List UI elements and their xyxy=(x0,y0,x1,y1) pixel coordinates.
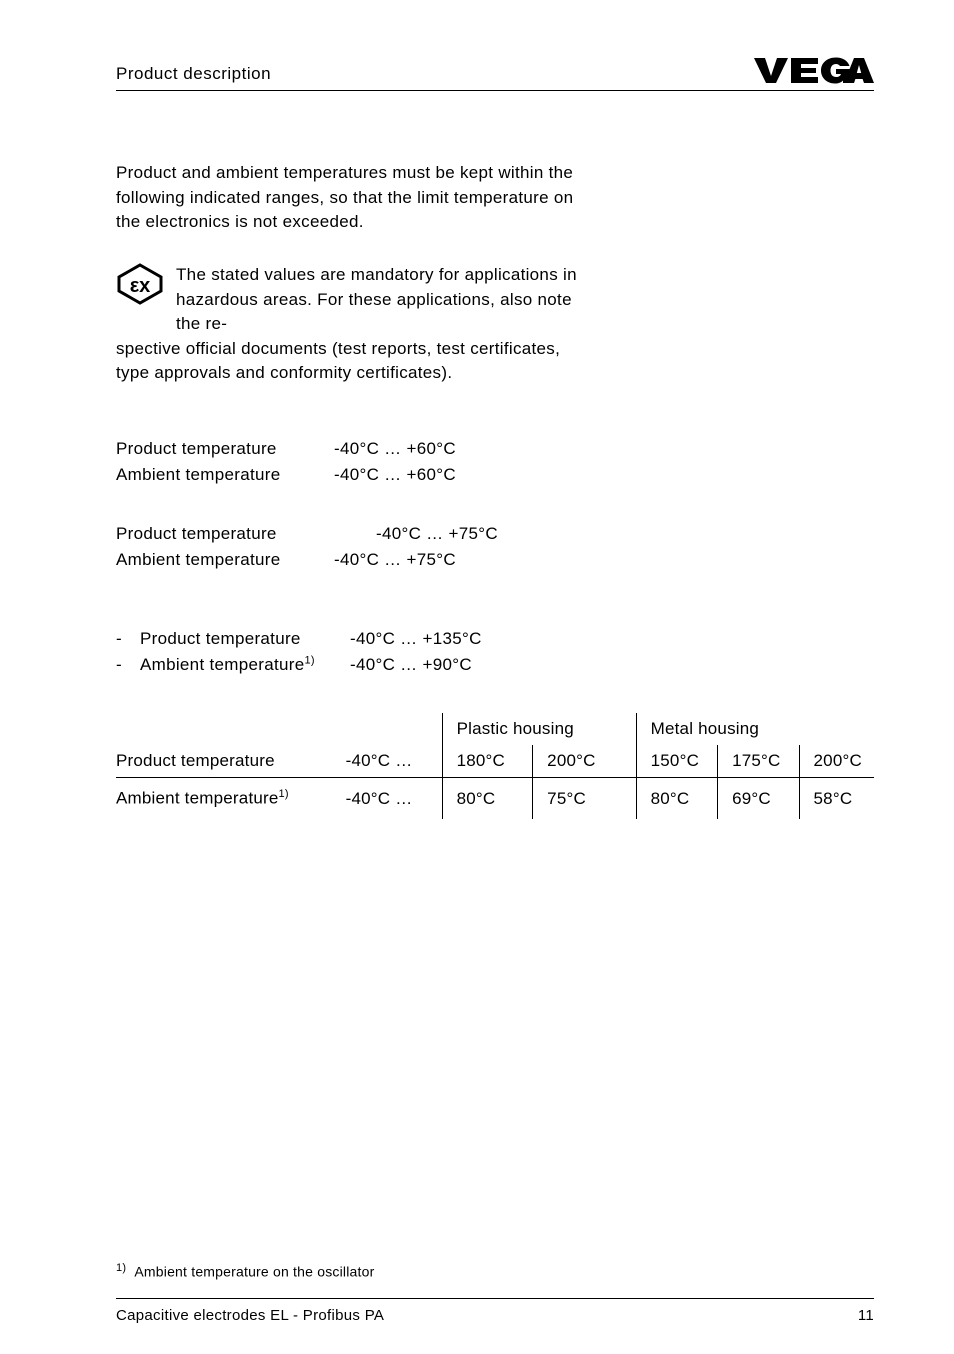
temp-label: Ambient temperature xyxy=(116,462,334,488)
temp-row: Product temperature -40°C … +75°C xyxy=(116,521,874,547)
table-cell: 58°C xyxy=(799,778,874,819)
table-row: Ambient temperature1) -40°C … 80°C 75°C … xyxy=(116,778,874,819)
footnote: 1) Ambient temperature on the oscillator xyxy=(116,1262,374,1280)
table-cell: Ambient temperature1) xyxy=(116,778,346,819)
bullet-dash: - xyxy=(116,626,140,652)
table-cell: 200°C xyxy=(533,745,636,778)
plastic-housing-header: Plastic housing xyxy=(442,713,636,745)
bullet-row: - Product temperature -40°C … +135°C xyxy=(116,626,874,652)
ex-icon: εx xyxy=(116,263,164,310)
bullet-value: -40°C … +90°C xyxy=(350,652,472,678)
temp-block-1: Product temperature -40°C … +60°C Ambien… xyxy=(116,436,874,487)
table-header-row: Plastic housing Metal housing xyxy=(116,713,874,745)
temp-value: -40°C … +60°C xyxy=(334,436,456,462)
temp-label: Product temperature xyxy=(116,436,334,462)
table-cell: Product temperature xyxy=(116,745,346,778)
temp-row: Ambient temperature -40°C … +75°C xyxy=(116,547,874,573)
table-cell: 150°C xyxy=(636,745,717,778)
page-footer: Capacitive electrodes EL - Profibus PA 1… xyxy=(116,1298,874,1324)
temp-block-2: Product temperature -40°C … +75°C Ambien… xyxy=(116,521,874,572)
temp-value: -40°C … +75°C xyxy=(376,521,498,547)
footnote-marker: 1) xyxy=(116,1262,126,1274)
bullet-value: -40°C … +135°C xyxy=(350,626,482,652)
table-cell-text: Ambient temperature xyxy=(116,789,279,808)
bullet-label: Ambient temperature1) xyxy=(140,652,350,678)
table-cell: 69°C xyxy=(718,778,799,819)
table-row: Product temperature -40°C … 180°C 200°C … xyxy=(116,745,874,778)
ex-text-first: The stated values are mandatory for appl… xyxy=(176,263,586,337)
bullet-label: Product temperature xyxy=(140,626,350,652)
temp-row: Ambient temperature -40°C … +60°C xyxy=(116,462,874,488)
page: Product description Product and ambient … xyxy=(0,0,954,1354)
table-cell: 200°C xyxy=(799,745,874,778)
section-title: Product description xyxy=(116,64,271,84)
temp-value: -40°C … +75°C xyxy=(334,547,456,573)
metal-housing-header: Metal housing xyxy=(636,713,874,745)
bullet-block: - Product temperature -40°C … +135°C - A… xyxy=(116,626,874,677)
table-cell: -40°C … xyxy=(346,745,442,778)
vega-logo xyxy=(754,56,874,84)
table-cell: 180°C xyxy=(442,745,533,778)
footnote-ref: 1) xyxy=(279,788,289,800)
bullet-label-text: Ambient temperature xyxy=(140,655,304,674)
ex-text-cont: spective official documents (test report… xyxy=(116,337,586,386)
ex-warning-block: εx The stated values are mandatory for a… xyxy=(116,263,586,337)
table-cell: 80°C xyxy=(442,778,533,819)
table-cell: 75°C xyxy=(533,778,636,819)
temperature-table: Plastic housing Metal housing Product te… xyxy=(116,713,874,819)
footer-title: Capacitive electrodes EL - Profibus PA xyxy=(116,1307,384,1324)
table-cell: 80°C xyxy=(636,778,717,819)
footnote-ref: 1) xyxy=(304,654,314,666)
temp-value: -40°C … +60°C xyxy=(334,462,456,488)
footnote-text: Ambient temperature on the oscillator xyxy=(134,1264,374,1280)
vega-logo-svg xyxy=(754,56,874,84)
temp-row: Product temperature -40°C … +60°C xyxy=(116,436,874,462)
bullet-row: - Ambient temperature1) -40°C … +90°C xyxy=(116,652,874,678)
temp-label: Ambient temperature xyxy=(116,547,334,573)
page-number: 11 xyxy=(858,1307,874,1324)
table-cell: -40°C … xyxy=(346,778,442,819)
intro-paragraph: Product and ambient temperatures must be… xyxy=(116,161,586,235)
page-header: Product description xyxy=(116,56,874,91)
temp-label: Product temperature xyxy=(116,521,376,547)
bullet-dash: - xyxy=(116,652,140,678)
table-cell: 175°C xyxy=(718,745,799,778)
svg-text:εx: εx xyxy=(130,275,151,297)
